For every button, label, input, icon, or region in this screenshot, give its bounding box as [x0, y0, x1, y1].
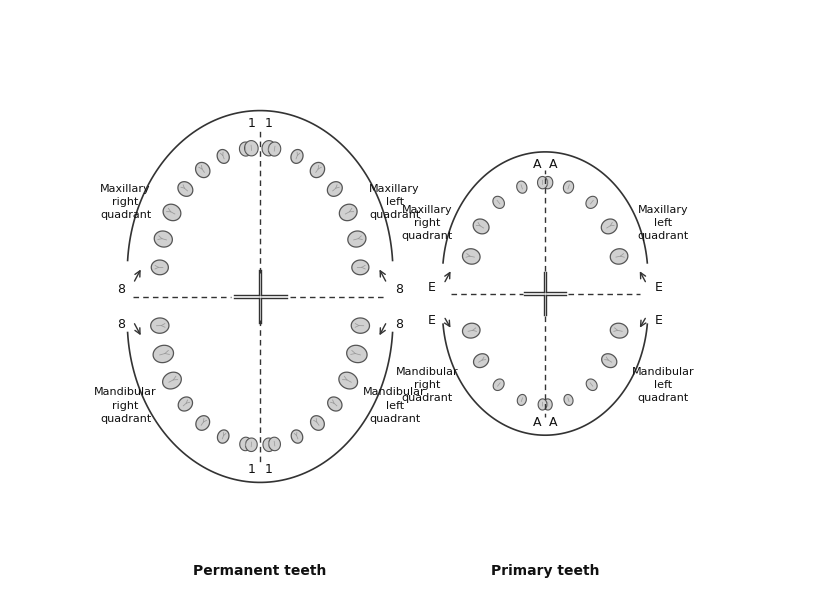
Polygon shape	[327, 397, 342, 411]
Text: A: A	[549, 416, 557, 429]
Polygon shape	[537, 177, 547, 189]
Polygon shape	[611, 248, 628, 264]
Text: 1: 1	[264, 117, 272, 130]
Text: 8: 8	[117, 318, 126, 331]
Polygon shape	[601, 354, 616, 368]
Polygon shape	[339, 372, 357, 389]
Text: 8: 8	[117, 283, 126, 296]
Polygon shape	[263, 438, 275, 451]
Polygon shape	[246, 438, 257, 451]
Polygon shape	[347, 345, 367, 363]
Text: E: E	[428, 281, 436, 294]
Text: 1: 1	[248, 117, 256, 130]
Text: E: E	[428, 314, 436, 327]
Text: E: E	[655, 314, 662, 327]
Polygon shape	[493, 196, 505, 208]
Polygon shape	[348, 231, 366, 247]
Polygon shape	[154, 231, 172, 247]
Polygon shape	[517, 394, 526, 406]
Text: 8: 8	[395, 318, 402, 331]
Text: Maxillary
right
quadrant: Maxillary right quadrant	[100, 184, 151, 220]
Text: 8: 8	[395, 283, 402, 296]
Polygon shape	[586, 196, 597, 208]
Text: E: E	[655, 281, 662, 294]
Polygon shape	[292, 430, 302, 443]
Text: Maxillary
right
quadrant: Maxillary right quadrant	[402, 205, 453, 241]
Text: A: A	[532, 416, 541, 429]
Text: 1: 1	[248, 463, 256, 476]
Text: Mandibular
left
quadrant: Mandibular left quadrant	[632, 367, 695, 403]
Polygon shape	[151, 318, 169, 333]
Text: A: A	[549, 158, 557, 171]
Polygon shape	[262, 141, 276, 156]
Polygon shape	[563, 181, 574, 193]
Polygon shape	[538, 399, 547, 410]
Polygon shape	[462, 248, 480, 264]
Polygon shape	[543, 399, 552, 410]
Polygon shape	[153, 345, 173, 363]
Polygon shape	[493, 379, 504, 391]
Text: A: A	[532, 158, 541, 171]
Polygon shape	[516, 181, 527, 193]
Polygon shape	[327, 181, 342, 196]
Polygon shape	[163, 204, 181, 221]
Polygon shape	[217, 149, 229, 164]
Polygon shape	[601, 219, 617, 234]
Polygon shape	[268, 142, 281, 156]
Polygon shape	[462, 323, 480, 338]
Polygon shape	[352, 318, 370, 333]
Polygon shape	[473, 354, 489, 368]
Polygon shape	[178, 181, 192, 196]
Polygon shape	[310, 162, 325, 177]
Text: 1: 1	[264, 463, 272, 476]
Text: Maxillary
left
quadrant: Maxillary left quadrant	[369, 184, 421, 220]
Polygon shape	[240, 437, 252, 451]
Text: Primary teeth: Primary teeth	[491, 564, 600, 578]
Polygon shape	[196, 162, 210, 178]
Polygon shape	[339, 204, 357, 221]
Polygon shape	[239, 142, 252, 156]
Polygon shape	[178, 397, 192, 411]
Polygon shape	[311, 416, 324, 431]
Polygon shape	[291, 149, 303, 164]
Text: Permanent teeth: Permanent teeth	[193, 564, 327, 578]
Text: Mandibular
left
quadrant: Mandibular left quadrant	[363, 387, 426, 424]
Polygon shape	[543, 177, 553, 189]
Text: Maxillary
left
quadrant: Maxillary left quadrant	[637, 205, 689, 241]
Polygon shape	[586, 379, 597, 391]
Polygon shape	[162, 372, 182, 389]
Polygon shape	[473, 219, 489, 234]
Polygon shape	[245, 141, 258, 156]
Polygon shape	[217, 430, 229, 443]
Polygon shape	[611, 323, 628, 338]
Polygon shape	[269, 437, 281, 451]
Polygon shape	[196, 416, 210, 431]
Polygon shape	[352, 260, 369, 275]
Text: Mandibular
right
quadrant: Mandibular right quadrant	[396, 367, 458, 403]
Text: Mandibular
right
quadrant: Mandibular right quadrant	[94, 387, 157, 424]
Polygon shape	[564, 394, 573, 406]
Polygon shape	[152, 260, 168, 275]
